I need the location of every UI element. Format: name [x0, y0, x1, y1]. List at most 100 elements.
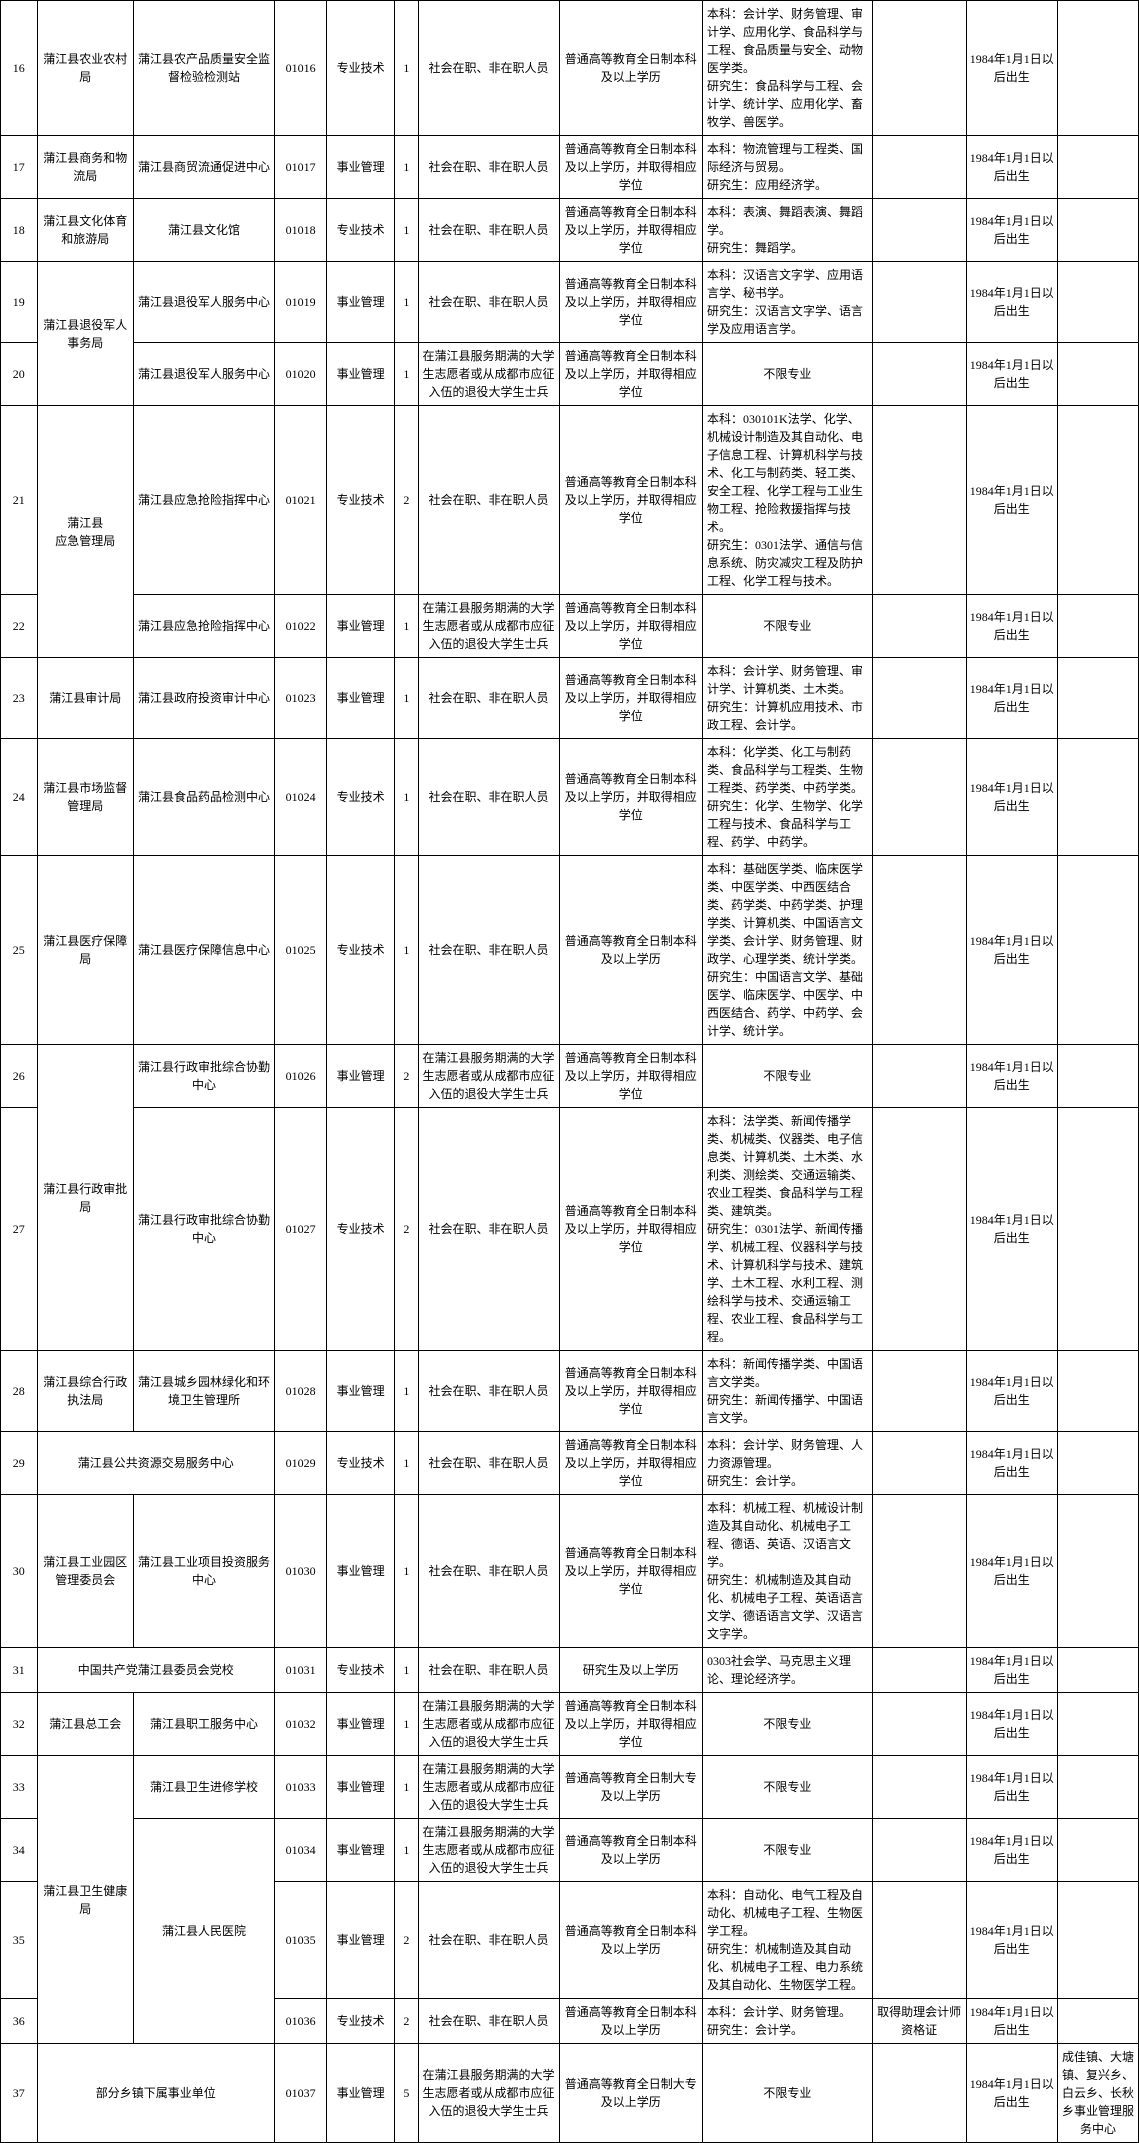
location: [1057, 262, 1138, 343]
post-code: 01022: [275, 595, 327, 658]
major-requirement: 本科：法学类、新闻传播学类、机械类、仪器类、电子信息类、计算机类、土木类、水利类…: [703, 1108, 873, 1351]
headcount: 2: [395, 1999, 418, 2044]
other-requirement: [872, 1351, 966, 1432]
post-code: 01037: [275, 2044, 327, 2143]
post-type: 专业技术: [327, 1108, 395, 1351]
education: 普通高等教育全日制本科及以上学历，并取得相应学位: [559, 595, 703, 658]
dob-requirement: 1984年1月1日以后出生: [966, 595, 1057, 658]
post-type: 事业管理: [327, 595, 395, 658]
other-requirement: [872, 595, 966, 658]
row-index: 27: [1, 1108, 38, 1351]
post-type: 专业技术: [327, 199, 395, 262]
post-type: 事业管理: [327, 136, 395, 199]
row-index: 20: [1, 343, 38, 406]
unit: 蒲江县退役军人服务中心: [134, 343, 275, 406]
dob-requirement: 1984年1月1日以后出生: [966, 262, 1057, 343]
post-type: 专业技术: [327, 1648, 395, 1693]
education: 普通高等教育全日制本科及以上学历，并取得相应学位: [559, 658, 703, 739]
recruitment-table: 16蒲江县农业农村局蒲江县农产品质量安全监督检验检测站01016专业技术1社会在…: [0, 0, 1139, 2143]
scope: 在蒲江县服务期满的大学生志愿者或从成都市应征入伍的退役大学生士兵: [418, 2044, 559, 2143]
table-row: 37部分乡镇下属事业单位01037事业管理5在蒲江县服务期满的大学生志愿者或从成…: [1, 2044, 1139, 2143]
major-requirement: 本科：汉语言文字学、应用语言学、秘书学。研究生：汉语言文字学、语言学及应用语言学…: [703, 262, 873, 343]
scope: 社会在职、非在职人员: [418, 136, 559, 199]
table-row: 29蒲江县公共资源交易服务中心01029专业技术1社会在职、非在职人员普通高等教…: [1, 1432, 1139, 1495]
row-index: 30: [1, 1495, 38, 1648]
scope: 在蒲江县服务期满的大学生志愿者或从成都市应征入伍的退役大学生士兵: [418, 343, 559, 406]
unit: 蒲江县应急抢险指挥中心: [134, 595, 275, 658]
table-row: 19蒲江县退役军人事务局蒲江县退役军人服务中心01019事业管理1社会在职、非在…: [1, 262, 1139, 343]
unit: 蒲江县退役军人服务中心: [134, 262, 275, 343]
unit: 蒲江县应急抢险指挥中心: [134, 406, 275, 595]
department: 蒲江县审计局: [37, 658, 134, 739]
scope: 社会在职、非在职人员: [418, 406, 559, 595]
location: [1057, 658, 1138, 739]
post-type: 事业管理: [327, 1495, 395, 1648]
dob-requirement: 1984年1月1日以后出生: [966, 1, 1057, 136]
post-code: 01016: [275, 1, 327, 136]
scope: 社会在职、非在职人员: [418, 1108, 559, 1351]
location: [1057, 1, 1138, 136]
education: 普通高等教育全日制大专及以上学历: [559, 2044, 703, 2143]
headcount: 1: [395, 856, 418, 1045]
major-requirement: 不限专业: [703, 1819, 873, 1882]
post-code: 01017: [275, 136, 327, 199]
post-type: 事业管理: [327, 658, 395, 739]
unit: 蒲江县政府投资审计中心: [134, 658, 275, 739]
post-type: 事业管理: [327, 1819, 395, 1882]
post-type: 专业技术: [327, 739, 395, 856]
headcount: 1: [395, 1351, 418, 1432]
department: 蒲江县应急管理局: [37, 406, 134, 658]
unit: 蒲江县工业项目投资服务中心: [134, 1495, 275, 1648]
headcount: 1: [395, 1648, 418, 1693]
headcount: 1: [395, 1819, 418, 1882]
row-index: 26: [1, 1045, 38, 1108]
dob-requirement: 1984年1月1日以后出生: [966, 1108, 1057, 1351]
scope: 社会在职、非在职人员: [418, 856, 559, 1045]
major-requirement: 本科：机械工程、机械设计制造及其自动化、机械电子工程、德语、英语、汉语言文学。研…: [703, 1495, 873, 1648]
row-index: 37: [1, 2044, 38, 2143]
post-type: 事业管理: [327, 1882, 395, 1999]
education: 普通高等教育全日制本科及以上学历: [559, 1999, 703, 2044]
education: 普通高等教育全日制本科及以上学历，并取得相应学位: [559, 1693, 703, 1756]
row-index: 35: [1, 1882, 38, 1999]
table-row: 28蒲江县综合行政执法局蒲江县城乡园林绿化和环境卫生管理所01028事业管理1社…: [1, 1351, 1139, 1432]
location: [1057, 1432, 1138, 1495]
department-unit: 部分乡镇下属事业单位: [37, 2044, 275, 2143]
major-requirement: 本科：物流管理与工程类、国际经济与贸易。研究生：应用经济学。: [703, 136, 873, 199]
headcount: 2: [395, 406, 418, 595]
post-code: 01036: [275, 1999, 327, 2044]
other-requirement: [872, 1882, 966, 1999]
headcount: 1: [395, 343, 418, 406]
location: [1057, 1351, 1138, 1432]
table-row: 22蒲江县应急抢险指挥中心01022事业管理1在蒲江县服务期满的大学生志愿者或从…: [1, 595, 1139, 658]
headcount: 1: [395, 1432, 418, 1495]
education: 普通高等教育全日制本科及以上学历，并取得相应学位: [559, 406, 703, 595]
headcount: 1: [395, 1693, 418, 1756]
major-requirement: 不限专业: [703, 1693, 873, 1756]
department: 蒲江县综合行政执法局: [37, 1351, 134, 1432]
department: 蒲江县医疗保障局: [37, 856, 134, 1045]
department: 蒲江县工业园区管理委员会: [37, 1495, 134, 1648]
dob-requirement: 1984年1月1日以后出生: [966, 1495, 1057, 1648]
location: [1057, 1819, 1138, 1882]
major-requirement: 本科：会计学、财务管理、审计学、应用化学、食品科学与工程、食品质量与安全、动物医…: [703, 1, 873, 136]
scope: 社会在职、非在职人员: [418, 1495, 559, 1648]
row-index: 24: [1, 739, 38, 856]
post-code: 01029: [275, 1432, 327, 1495]
headcount: 1: [395, 136, 418, 199]
dob-requirement: 1984年1月1日以后出生: [966, 1693, 1057, 1756]
dob-requirement: 1984年1月1日以后出生: [966, 1999, 1057, 2044]
post-code: 01033: [275, 1756, 327, 1819]
dob-requirement: 1984年1月1日以后出生: [966, 1756, 1057, 1819]
dob-requirement: 1984年1月1日以后出生: [966, 343, 1057, 406]
headcount: 1: [395, 199, 418, 262]
major-requirement: 本科：基础医学类、临床医学类、中医学类、中西医结合类、药学类、中药学类、护理学类…: [703, 856, 873, 1045]
location: [1057, 1495, 1138, 1648]
dob-requirement: 1984年1月1日以后出生: [966, 406, 1057, 595]
unit: 蒲江县职工服务中心: [134, 1693, 275, 1756]
post-type: 事业管理: [327, 1756, 395, 1819]
post-type: 专业技术: [327, 1999, 395, 2044]
unit: 蒲江县食品药品检测中心: [134, 739, 275, 856]
other-requirement: [872, 1108, 966, 1351]
post-code: 01031: [275, 1648, 327, 1693]
